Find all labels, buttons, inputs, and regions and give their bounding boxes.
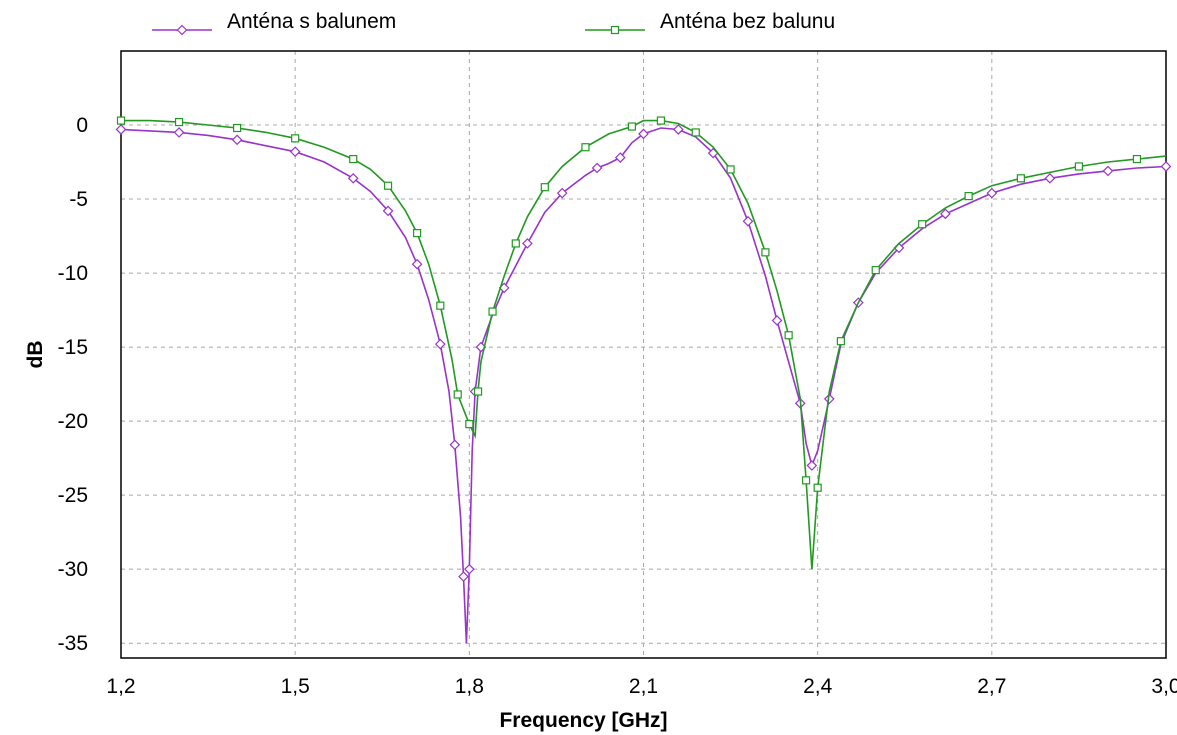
data-point [383,181,393,190]
series-2 [116,116,1167,570]
data-point [836,337,845,346]
data-point [349,154,358,164]
data-point [174,117,184,127]
data-point [638,128,649,140]
data-point [382,205,394,217]
data-point [627,122,636,131]
y-axis-title: dB [24,341,47,369]
data-point [784,331,793,340]
data-point [591,162,603,174]
legend-marker [176,24,188,36]
data-point [291,134,300,143]
data-point [449,439,461,451]
data-point [116,116,126,125]
data-point [656,116,666,125]
data-point [463,563,475,575]
legend-entry: Anténa s balunem [152,10,396,36]
data-point [173,127,185,138]
data-point [1132,154,1142,164]
data-point [233,123,242,133]
data-point [801,476,811,485]
data-point [540,183,549,192]
data-point [691,128,700,137]
data-point [556,187,568,199]
data-point [918,220,927,229]
data-point [488,307,497,316]
plot-area-frame [120,50,1167,659]
series-1 [115,124,1172,644]
x-tick-label: 1,8 [455,675,484,698]
y-tick-label: -30 [58,558,88,581]
y-tick-label: -15 [58,336,88,359]
data-point [940,208,951,220]
data-point [458,571,469,582]
data-point [761,248,770,257]
y-tick-label: -5 [69,188,88,211]
data-point [742,215,754,227]
y-tick-label: -35 [58,632,88,655]
data-point [871,266,880,275]
data-point [986,187,998,199]
x-axis-title: Frequency [GHz] [499,709,667,732]
y-tick-label: -25 [58,484,88,507]
x-tick-label: 1,5 [281,675,310,698]
x-tick-label: 2,7 [977,675,1006,698]
data-point [412,229,422,238]
data-point [1016,174,1025,183]
data-point [1160,161,1172,172]
data-point [771,315,783,326]
grid [121,51,1166,658]
y-axis-ticks: 0 -5 -10 -15 -20 -25 -30 -35 [58,114,88,655]
series-layer [115,116,1172,644]
y-tick-label: 0 [76,114,88,137]
data-point [1074,162,1084,171]
data-point [465,419,474,429]
data-point [964,191,973,201]
data-point [1044,172,1056,184]
data-point [614,152,626,163]
legend-entry: Anténa bez balunu [585,10,835,35]
data-point [436,301,445,310]
data-point [115,124,127,135]
data-point [672,124,684,135]
data-point [231,134,243,146]
data-point [726,165,735,174]
data-point [453,390,462,399]
data-point [411,258,423,270]
data-point [522,238,533,249]
data-point [289,146,301,158]
data-point [347,172,359,184]
data-point [473,387,483,396]
x-axis-ticks: 1,2 1,5 1,8 2,1 2,4 2,7 3,0 [106,675,1177,698]
data-point [823,393,835,405]
x-tick-label: 3,0 [1151,675,1177,698]
x-tick-label: 2,1 [629,675,658,698]
x-tick-label: 2,4 [803,675,833,698]
data-point [1102,165,1114,177]
data-point [813,483,822,492]
y-tick-label: -10 [58,262,88,285]
data-point [511,239,520,248]
x-tick-label: 1,2 [106,675,135,698]
data-point [581,143,590,152]
data-point [806,460,818,471]
legend-marker [610,25,620,35]
data-point [434,338,446,350]
y-tick-label: -20 [58,410,88,433]
legend-label: Anténa s balunem [227,10,396,33]
legend: Anténa s balunem Anténa bez balunu [152,10,835,36]
legend-label: Anténa bez balunu [660,10,835,33]
